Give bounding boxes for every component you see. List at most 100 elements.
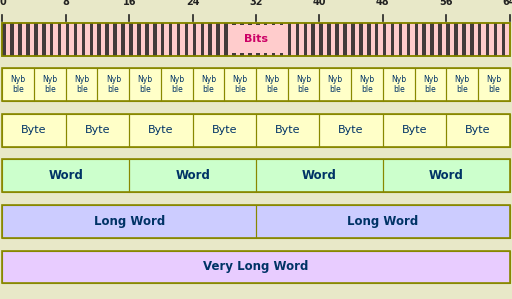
Text: Byte: Byte [275,125,301,135]
Text: 56: 56 [439,0,453,7]
Bar [90,23,93,56]
Bar [256,23,260,56]
Bar [446,114,509,147]
Bar [478,68,509,101]
Bar [478,23,481,56]
Text: Long Word: Long Word [347,215,418,228]
Bar [121,23,125,56]
Bar [105,23,109,56]
Text: 64: 64 [503,0,512,7]
Text: Byte: Byte [85,125,110,135]
Text: Byte: Byte [211,125,237,135]
Bar [327,23,331,56]
Bar [137,23,141,56]
Text: Nyb
ble: Nyb ble [138,75,153,94]
Bar [34,68,66,101]
Bar [311,23,315,56]
Bar [153,23,157,56]
Bar [335,23,339,56]
Bar [66,68,97,101]
Bar [383,114,446,147]
Bar [224,23,228,56]
Bar [18,23,22,56]
Text: 16: 16 [122,0,136,7]
Text: Nyb
ble: Nyb ble [11,75,26,94]
Bar [3,23,509,56]
Bar [383,159,509,192]
Bar [446,68,478,101]
Bar [256,68,288,101]
Bar [502,23,505,56]
Text: Word: Word [48,169,83,182]
Bar [248,23,251,56]
Text: 0: 0 [0,0,6,7]
Text: Nyb
ble: Nyb ble [74,75,89,94]
Text: 32: 32 [249,0,263,7]
Bar [494,23,497,56]
Bar [288,23,291,56]
Bar [415,68,446,101]
Bar [193,68,224,101]
Bar [391,23,394,56]
Bar [367,23,371,56]
Bar [81,23,85,56]
Bar [3,251,509,283]
Bar [319,23,323,56]
Bar [10,23,14,56]
Bar [422,23,426,56]
Bar [97,68,129,101]
Text: Nyb
ble: Nyb ble [201,75,216,94]
Bar [201,23,204,56]
Bar [486,23,489,56]
Bar [129,159,256,192]
Text: Nyb
ble: Nyb ble [42,75,57,94]
Bar [375,23,378,56]
Bar [58,23,61,56]
Bar [145,23,148,56]
Bar [193,114,256,147]
Bar [343,23,347,56]
Bar [319,114,383,147]
Bar [185,23,188,56]
Bar [470,23,474,56]
Text: Nyb
ble: Nyb ble [296,75,311,94]
Bar [295,23,299,56]
Bar [3,251,509,283]
Bar [217,23,220,56]
Bar [288,68,319,101]
Bar [42,23,46,56]
Bar [446,23,450,56]
Text: Nyb
ble: Nyb ble [264,75,280,94]
Bar [3,23,509,56]
Bar [3,68,509,101]
Bar [3,114,509,147]
Bar [74,23,77,56]
Text: Nyb
ble: Nyb ble [328,75,343,94]
Bar [407,23,410,56]
Text: Nyb
ble: Nyb ble [486,75,501,94]
Bar [3,159,509,192]
Bar [26,23,30,56]
Bar [454,23,458,56]
Text: 40: 40 [313,0,326,7]
Text: 48: 48 [376,0,390,7]
Bar [129,114,193,147]
Bar [66,114,129,147]
Bar [256,114,319,147]
Text: Nyb
ble: Nyb ble [423,75,438,94]
Bar [304,23,307,56]
Bar [97,23,101,56]
Text: Nyb
ble: Nyb ble [391,75,406,94]
Bar [438,23,442,56]
Text: Word: Word [429,169,464,182]
Text: Nyb
ble: Nyb ble [232,75,248,94]
Text: Very Long Word: Very Long Word [203,260,309,274]
Bar [113,23,117,56]
Text: Word: Word [302,169,337,182]
Text: Byte: Byte [402,125,427,135]
Bar [383,68,415,101]
Bar [272,23,275,56]
Bar [462,23,465,56]
Bar [129,23,133,56]
Bar [232,23,236,56]
